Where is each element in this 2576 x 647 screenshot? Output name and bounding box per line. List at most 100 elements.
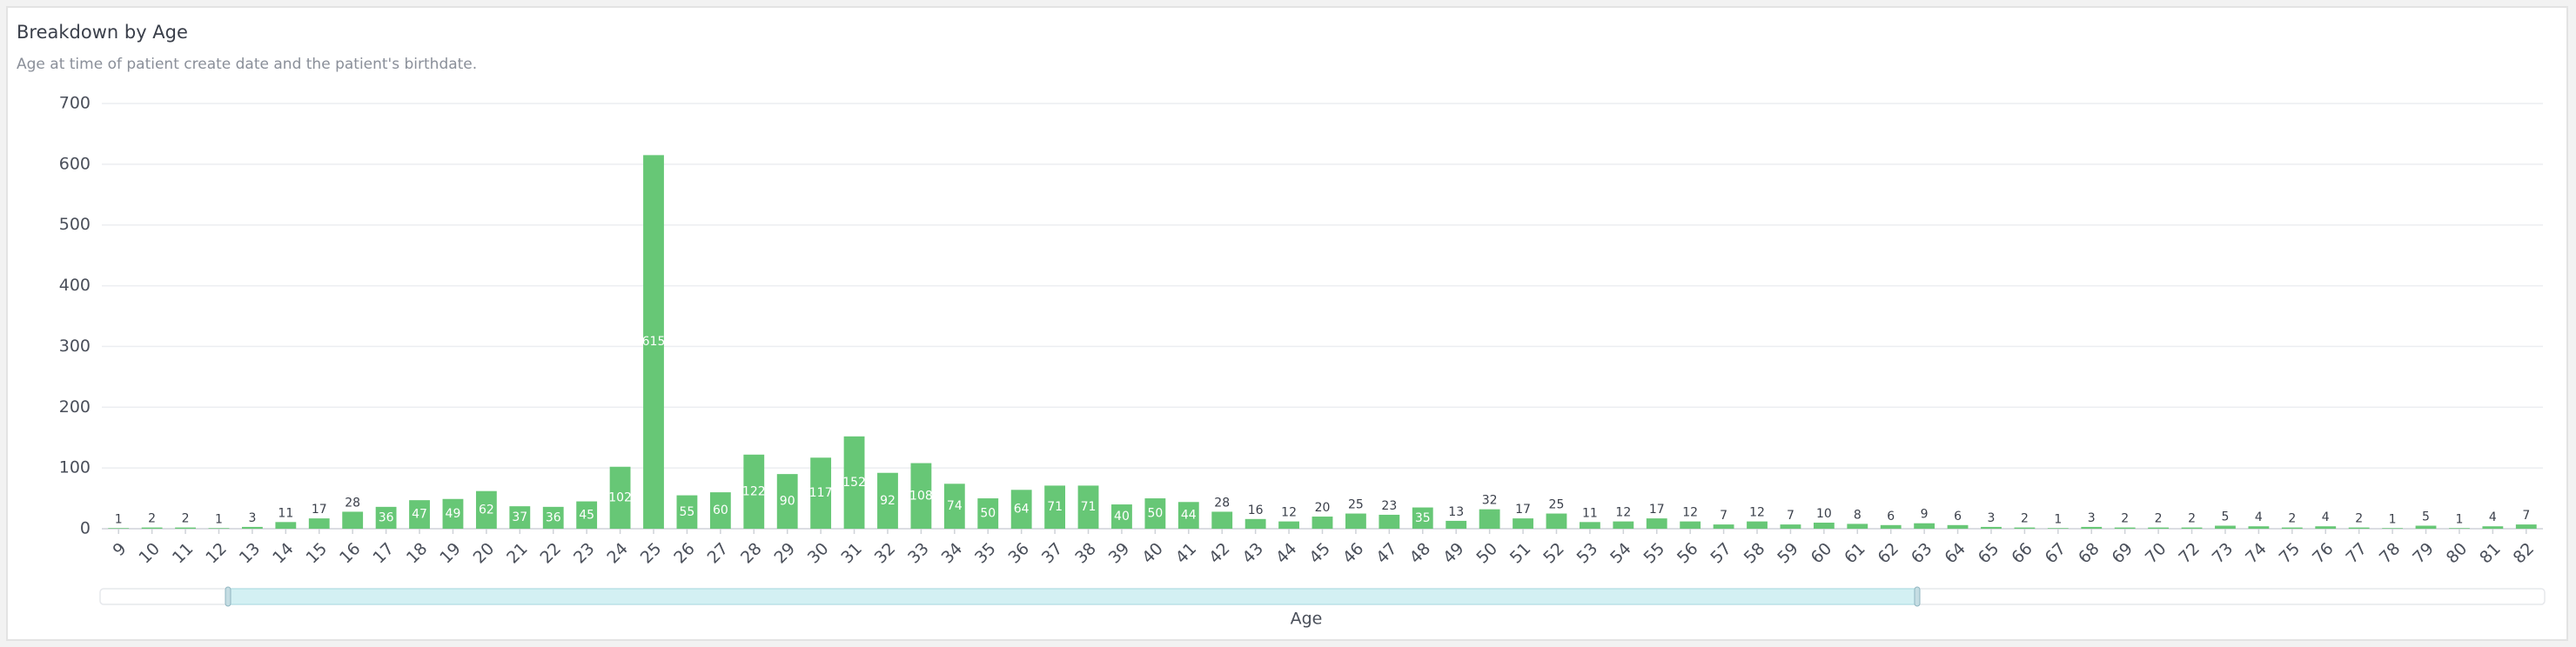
data-label: 2	[2155, 512, 2163, 526]
data-label: 7	[1787, 509, 1794, 523]
bar	[1379, 514, 1400, 529]
data-label: 4	[2322, 510, 2330, 524]
bar	[943, 484, 965, 529]
bar	[1412, 507, 1433, 529]
bar	[2281, 527, 2303, 529]
data-label: 32	[1482, 494, 1498, 508]
bar	[1713, 524, 1734, 529]
data-label: 122	[742, 484, 766, 498]
data-label: 11	[278, 506, 293, 520]
data-label: 71	[1081, 500, 1097, 514]
bar	[2382, 528, 2404, 529]
bar	[676, 495, 698, 529]
bar	[542, 506, 564, 529]
bar	[275, 522, 297, 529]
data-label: 36	[546, 510, 561, 524]
data-label: 4	[2255, 510, 2263, 524]
data-label: 7	[2522, 509, 2530, 523]
data-label: 74	[947, 499, 963, 513]
data-label: 11	[1582, 506, 1598, 520]
data-label: 8	[1854, 508, 1862, 522]
bar	[643, 155, 664, 529]
data-label: 7	[1720, 509, 1727, 523]
bar	[1177, 502, 1199, 529]
bar	[1680, 521, 1701, 529]
bar	[342, 511, 364, 529]
bar	[1513, 518, 1533, 529]
data-label: 47	[412, 508, 427, 522]
data-label: 37	[512, 510, 527, 524]
bar	[910, 463, 932, 529]
data-label: 35	[1415, 511, 1431, 525]
bar	[241, 526, 263, 529]
bar	[877, 472, 898, 529]
bar	[1847, 524, 1868, 529]
bar	[175, 527, 196, 529]
bar	[475, 490, 497, 529]
data-label: 45	[579, 508, 594, 522]
bar	[308, 518, 330, 529]
bar	[1446, 520, 1467, 529]
bar	[2114, 527, 2136, 529]
bar	[1479, 509, 1500, 529]
data-label: 17	[1515, 503, 1531, 517]
y-tick-label: 200	[59, 397, 91, 417]
bar	[843, 436, 865, 529]
bar	[208, 528, 230, 529]
bar	[2081, 526, 2103, 529]
chart-title: Breakdown by Age	[17, 22, 188, 43]
data-label: 2	[2288, 512, 2296, 526]
bar	[1947, 524, 1969, 529]
data-label: 12	[1682, 506, 1698, 520]
data-label: 3	[1988, 511, 1996, 525]
bar	[2014, 527, 2036, 529]
bar	[1646, 518, 1667, 529]
data-label: 20	[1315, 501, 1331, 515]
bar	[1278, 521, 1299, 529]
data-label: 40	[1114, 510, 1130, 524]
bar	[1244, 518, 1266, 529]
data-label: 10	[1816, 507, 1832, 521]
data-label: 6	[1887, 510, 1895, 524]
data-label: 25	[1549, 498, 1565, 512]
bar	[1345, 513, 1366, 529]
data-label: 44	[1181, 509, 1197, 523]
bar	[977, 498, 999, 529]
data-label: 4	[2489, 510, 2497, 524]
bar	[776, 474, 798, 529]
data-label: 3	[248, 511, 256, 525]
bar	[1211, 511, 1233, 529]
bar	[2047, 528, 2069, 529]
data-label: 23	[1381, 499, 1397, 513]
data-label: 62	[479, 503, 494, 517]
data-label: 2	[148, 512, 156, 526]
data-label: 28	[1214, 496, 1230, 510]
data-label: 1	[115, 512, 123, 526]
data-label: 1	[2054, 512, 2062, 526]
data-label: 2	[2121, 512, 2129, 526]
data-label: 12	[1749, 506, 1765, 520]
y-tick-label: 100	[59, 458, 91, 477]
data-label: 3	[2088, 511, 2096, 525]
bar	[709, 492, 731, 529]
data-label: 12	[1281, 506, 1297, 520]
data-label: 50	[1147, 507, 1163, 521]
bar	[576, 501, 598, 529]
data-label: 117	[809, 486, 833, 500]
bar	[2248, 526, 2270, 529]
bar	[509, 506, 531, 529]
chart-subtitle: Age at time of patient create date and t…	[17, 56, 477, 73]
zoom-handle[interactable]	[1914, 586, 1921, 607]
bar	[1144, 498, 1166, 529]
bar	[1780, 524, 1801, 529]
card	[6, 6, 2568, 641]
bar	[810, 457, 832, 529]
data-label: 2	[2021, 512, 2029, 526]
data-label: 55	[680, 505, 695, 519]
data-label: 17	[1649, 503, 1665, 517]
zoom-handle[interactable]	[225, 586, 231, 607]
bar	[2482, 526, 2504, 529]
zoom-window[interactable]	[227, 588, 1918, 605]
bar	[2415, 525, 2437, 529]
